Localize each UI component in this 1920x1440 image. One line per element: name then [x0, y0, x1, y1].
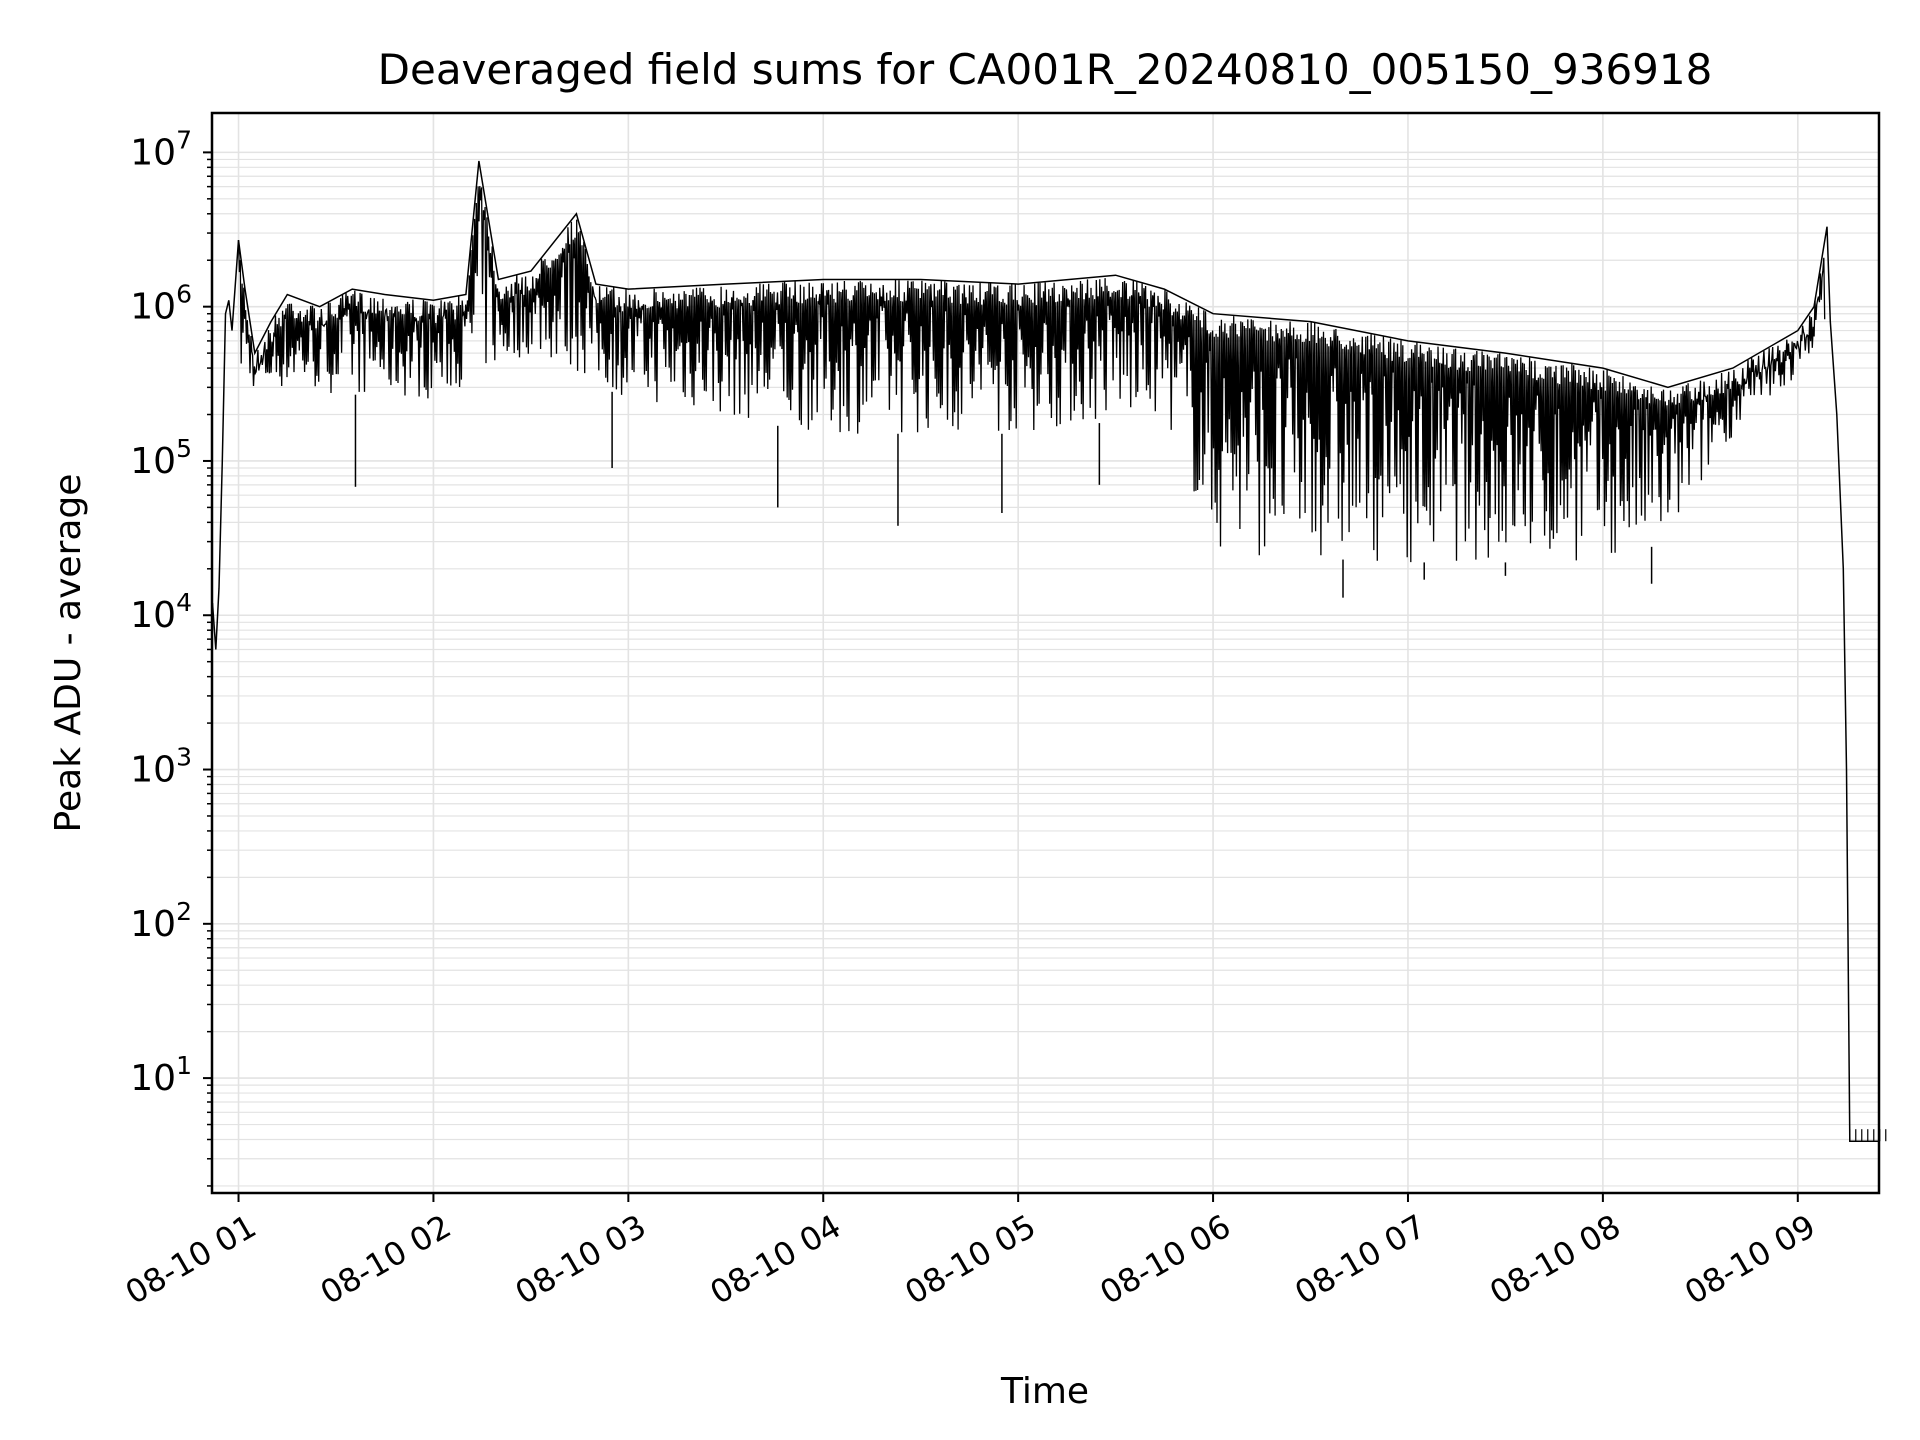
x-tick-label: 08-10 08 — [1483, 1207, 1627, 1312]
x-tick-label: 08-10 01 — [119, 1207, 263, 1312]
x-tick-label: 08-10 09 — [1678, 1207, 1822, 1312]
x-tick-label: 08-10 02 — [314, 1207, 458, 1312]
x-tick-label: 08-10 04 — [704, 1207, 848, 1312]
y-axis: 101 102 103 104 105 106 107 — [130, 125, 212, 1187]
y-tick-label: 102 — [130, 897, 192, 945]
x-tick-label: 08-10 03 — [509, 1207, 653, 1312]
x-tick-label: 08-10 06 — [1093, 1207, 1237, 1312]
y-tick-label: 107 — [130, 125, 192, 173]
data-oscillation — [237, 186, 1826, 563]
y-tick-label: 106 — [130, 280, 192, 328]
chart-title: Deaveraged field sums for CA001R_2024081… — [378, 45, 1713, 94]
y-tick-label: 105 — [130, 434, 192, 482]
x-axis-label: Time — [1000, 1371, 1089, 1412]
grid — [212, 113, 1879, 1193]
data-series-line — [211, 160, 1879, 1142]
x-tick-label: 08-10 07 — [1288, 1207, 1432, 1312]
y-axis-label: Peak ADU - average — [48, 474, 89, 833]
data-series-spikes — [237, 186, 1887, 1142]
x-axis: 08-10 01 08-10 02 08-10 03 08-10 04 08-10 05… — [119, 1193, 1822, 1312]
y-tick-label: 101 — [130, 1051, 192, 1099]
plot-frame — [210, 111, 1881, 1195]
x-tick-label: 08-10 05 — [899, 1207, 1043, 1312]
y-tick-label: 103 — [130, 743, 192, 791]
y-tick-label: 104 — [130, 588, 192, 636]
